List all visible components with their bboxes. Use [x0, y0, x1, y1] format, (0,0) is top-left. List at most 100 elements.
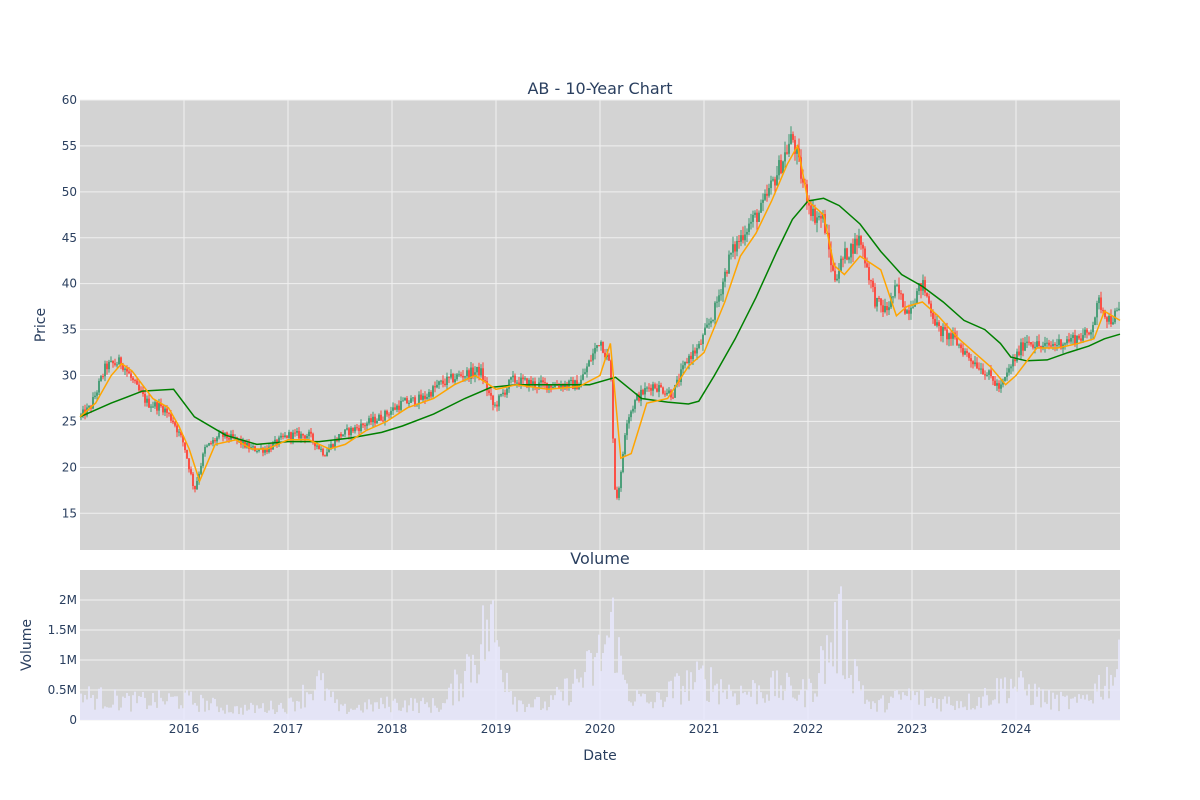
volume-bar	[910, 700, 912, 720]
volume-bar	[670, 680, 672, 720]
candle-body	[584, 372, 586, 375]
volume-bar	[610, 611, 612, 720]
volume-bar	[1026, 695, 1028, 720]
candle-body	[296, 431, 298, 433]
volume-bar	[512, 704, 514, 720]
candle-body	[920, 283, 922, 291]
volume-bar	[662, 707, 664, 720]
volume-bar	[806, 689, 808, 720]
price-y-tick-label: 20	[62, 460, 77, 474]
candle-body	[754, 212, 756, 215]
volume-bar	[418, 712, 420, 720]
candle-body	[506, 388, 508, 395]
volume-bar	[552, 699, 554, 720]
volume-bar	[300, 708, 302, 720]
volume-bar	[380, 697, 382, 720]
volume-bar	[428, 707, 430, 720]
candle-body	[1042, 345, 1044, 348]
candle-body	[730, 252, 732, 255]
candle-body	[1080, 338, 1082, 341]
volume-bar	[484, 660, 486, 720]
volume-bar	[306, 692, 308, 720]
volume-bar	[762, 698, 764, 720]
candle-body	[862, 244, 864, 249]
volume-bar	[560, 691, 562, 720]
volume-bar	[810, 682, 812, 720]
candle-body	[376, 420, 378, 424]
candle-body	[252, 446, 254, 448]
candle-body	[356, 427, 358, 429]
volume-bar	[554, 695, 556, 720]
volume-bar	[1064, 696, 1066, 720]
volume-bar	[1060, 691, 1062, 720]
volume-bar	[520, 700, 522, 720]
volume-bar	[436, 707, 438, 720]
candle-body	[784, 152, 786, 162]
volume-bar	[386, 696, 388, 720]
candle-body	[92, 397, 94, 409]
candle-body	[830, 249, 832, 266]
candle-body	[966, 351, 968, 353]
candle-body	[782, 161, 784, 174]
volume-bar	[734, 693, 736, 720]
volume-bar	[416, 702, 418, 720]
volume-bar	[84, 694, 86, 720]
candle-body	[440, 380, 442, 382]
volume-bar	[216, 706, 218, 720]
volume-bar	[260, 708, 262, 720]
volume-bar	[1012, 688, 1014, 720]
candle-body	[540, 380, 542, 383]
volume-bar	[508, 691, 510, 720]
volume-bar	[208, 710, 210, 720]
volume-bar	[400, 710, 402, 720]
volume-bar	[326, 688, 328, 720]
volume-bar	[650, 701, 652, 720]
candle-body	[1118, 308, 1120, 311]
volume-bar	[80, 693, 82, 720]
candle-body	[666, 392, 668, 395]
candle-body	[856, 238, 858, 246]
candle-body	[704, 327, 706, 335]
volume-bar	[820, 646, 822, 720]
candle-body	[570, 380, 572, 382]
volume-bar	[492, 600, 494, 720]
volume-bar	[396, 702, 398, 720]
volume-bar	[180, 705, 182, 720]
volume-bar	[184, 692, 186, 720]
volume-bar	[624, 679, 626, 720]
candle-body	[686, 361, 688, 364]
candle-body	[1094, 317, 1096, 326]
volume-bar	[1032, 704, 1034, 720]
volume-bar	[88, 686, 90, 720]
candle-body	[414, 397, 416, 406]
volume-bar	[290, 697, 292, 720]
volume-bar	[798, 694, 800, 720]
volume-bar	[348, 711, 350, 720]
candle-body	[688, 355, 690, 364]
volume-bar	[284, 712, 286, 720]
price-y-tick-label: 15	[62, 506, 77, 520]
volume-bar	[320, 680, 322, 720]
volume-bar	[812, 701, 814, 720]
candle-body	[324, 455, 326, 457]
volume-bar	[686, 670, 688, 720]
volume-bar	[960, 701, 962, 720]
candle-body	[468, 370, 470, 379]
candle-body	[106, 363, 108, 370]
volume-bar	[406, 712, 408, 720]
volume-bar	[108, 707, 110, 720]
volume-bar	[942, 699, 944, 720]
candle-body	[552, 387, 554, 389]
volume-bar	[270, 700, 272, 720]
volume-bar	[576, 678, 578, 720]
candle-body	[1016, 351, 1018, 362]
volume-bar	[1080, 698, 1082, 720]
candle-body	[310, 431, 312, 434]
volume-bar	[980, 707, 982, 720]
candle-body	[790, 134, 792, 144]
candle-body	[778, 160, 780, 176]
volume-bar	[1034, 683, 1036, 720]
candle-body	[912, 306, 914, 308]
candle-body	[346, 428, 348, 430]
